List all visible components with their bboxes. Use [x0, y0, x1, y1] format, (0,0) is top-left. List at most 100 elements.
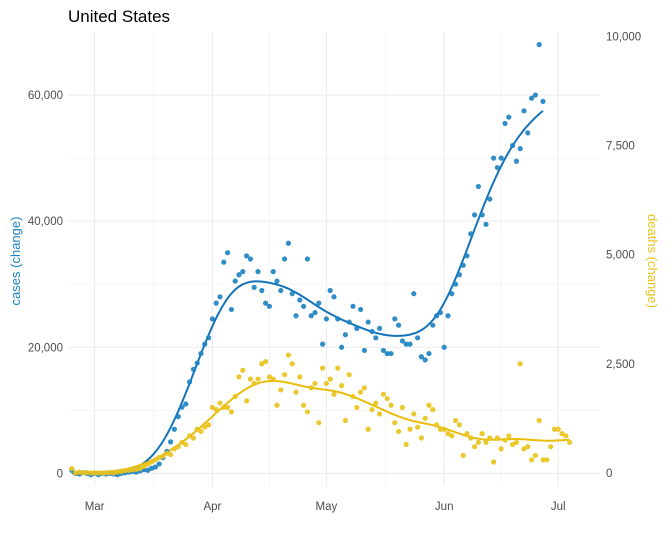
y-right-tick-label: 0	[606, 468, 612, 480]
deaths-point	[335, 365, 341, 371]
cases-point	[532, 92, 539, 98]
y-left-tick-label: 20,000	[28, 342, 63, 354]
deaths-point	[437, 426, 443, 432]
cases-point	[468, 231, 474, 237]
deaths-point	[255, 376, 261, 382]
deaths-point	[532, 452, 539, 459]
deaths-point	[122, 468, 128, 474]
deaths-point	[209, 404, 215, 411]
y-left-tick-label: 0	[57, 468, 63, 480]
deaths-point	[392, 420, 398, 426]
deaths-point	[316, 420, 322, 426]
deaths-point	[513, 439, 520, 445]
cases-point	[339, 344, 345, 350]
y-right-tick-label: 5,000	[606, 250, 635, 262]
cases-point	[472, 212, 478, 218]
deaths-point	[403, 441, 409, 448]
cases-point	[266, 303, 272, 309]
y-right-tick-label: 7,500	[606, 141, 635, 153]
cases-point	[513, 158, 520, 164]
deaths-point	[441, 426, 447, 432]
deaths-point	[426, 402, 432, 408]
chart-title: United States	[68, 7, 170, 26]
deaths-point	[80, 470, 86, 476]
cases-point	[392, 316, 398, 322]
deaths-point	[278, 387, 284, 393]
cases-point	[183, 401, 189, 407]
cases-point	[225, 250, 231, 256]
deaths-point	[460, 452, 466, 459]
deaths-point	[251, 380, 257, 387]
cases-point	[380, 347, 386, 354]
deaths-point	[502, 437, 508, 443]
cases-point	[540, 98, 546, 104]
deaths-point	[240, 367, 246, 373]
cases-point	[202, 341, 208, 347]
cases-point	[323, 316, 329, 322]
deaths-point	[399, 404, 405, 411]
deaths-point	[152, 457, 158, 463]
deaths-point	[69, 465, 75, 472]
deaths-point	[358, 389, 364, 395]
deaths-point	[464, 431, 470, 437]
deaths-point	[350, 393, 356, 400]
cases-point	[304, 256, 310, 262]
deaths-point	[282, 372, 288, 378]
deaths-point	[525, 444, 531, 450]
cases-point	[460, 262, 466, 268]
cases-point	[316, 300, 322, 306]
cases-point	[407, 341, 413, 347]
cases-point	[187, 379, 193, 385]
deaths-point	[548, 444, 554, 450]
cases-point	[308, 313, 314, 319]
cases-point	[156, 461, 162, 467]
cases-point	[437, 309, 443, 316]
cases-point	[479, 212, 485, 218]
deaths-point	[179, 439, 185, 445]
cases-point	[301, 303, 307, 309]
cases-point	[430, 322, 436, 328]
cases-point	[152, 464, 158, 470]
cases-point	[297, 297, 303, 303]
cases-point	[221, 259, 227, 265]
cases-point	[327, 287, 333, 294]
deaths-point	[95, 470, 101, 476]
deaths-point	[498, 446, 504, 452]
deaths-point	[506, 433, 512, 439]
cases-point	[168, 439, 174, 445]
cases-point	[240, 269, 246, 275]
deaths-point	[475, 439, 481, 445]
deaths-point	[529, 457, 535, 463]
deaths-point	[270, 376, 276, 382]
cases-point	[506, 114, 512, 120]
cases-point	[320, 341, 326, 347]
cases-point	[445, 313, 451, 319]
y-right-tick-label: 10,000	[606, 31, 641, 43]
deaths-point	[236, 374, 242, 380]
cases-point	[285, 240, 291, 246]
deaths-point	[126, 467, 132, 473]
cases-point	[369, 328, 375, 335]
deaths-point	[327, 376, 333, 382]
deaths-point	[494, 435, 500, 441]
cases-point	[396, 322, 402, 328]
cases-point	[426, 350, 432, 357]
x-tick-label: Apr	[203, 501, 221, 513]
cases-point	[335, 316, 341, 322]
cases-point	[361, 347, 367, 354]
deaths-point	[377, 411, 383, 417]
cases-point	[475, 183, 481, 190]
cases-point	[259, 287, 265, 294]
cases-point	[274, 278, 280, 284]
cases-point	[415, 335, 421, 341]
cases-trend-line	[71, 110, 544, 475]
deaths-point	[263, 358, 269, 365]
cases-point	[175, 414, 181, 420]
deaths-point	[99, 470, 105, 476]
cases-point	[247, 256, 253, 262]
deaths-point	[468, 435, 474, 441]
cases-point	[282, 256, 288, 262]
deaths-point	[407, 426, 413, 432]
cases-point	[190, 366, 196, 372]
